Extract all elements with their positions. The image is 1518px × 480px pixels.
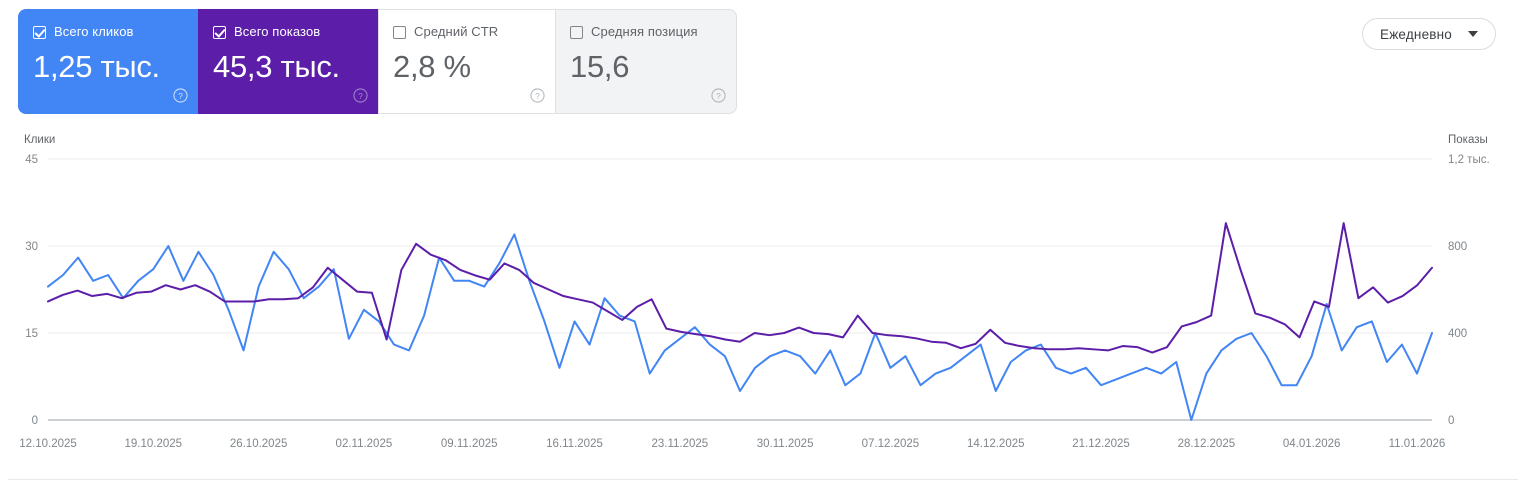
x-axis-date-label: 14.12.2025 <box>967 438 1025 450</box>
series-line-impressions <box>47 222 1433 354</box>
metric-card-header: Средний CTR <box>393 23 543 41</box>
metric-card-total-clicks[interactable]: Всего кликов 1,25 тыс. ? <box>18 9 198 114</box>
chevron-down-icon <box>1468 31 1479 37</box>
metric-value-average-ctr: 2,8 % <box>393 49 471 84</box>
svg-text:?: ? <box>178 91 183 101</box>
period-select-value: Ежедневно <box>1379 26 1453 42</box>
x-axis-date-label: 30.11.2025 <box>757 438 814 450</box>
metric-card-average-ctr[interactable]: Средний CTR 2,8 % ? <box>378 9 555 114</box>
metric-label-total-impressions: Всего показов <box>234 24 321 39</box>
period-select[interactable]: Ежедневно <box>1362 18 1496 50</box>
metric-card-header: Всего показов <box>213 23 366 41</box>
x-axis-date-label: 21.12.2025 <box>1072 438 1130 450</box>
x-axis-date-label: 07.12.2025 <box>862 438 920 450</box>
metric-label-total-clicks: Всего кликов <box>54 24 134 39</box>
metric-value-average-position: 15,6 <box>570 49 630 84</box>
left-axis-tick: 0 <box>32 415 38 427</box>
checkbox-average-ctr[interactable] <box>393 25 406 39</box>
svg-text:?: ? <box>716 91 721 101</box>
right-axis-tick: 1,2 тыс. <box>1448 154 1490 166</box>
metric-card-header: Средняя позиция <box>570 23 724 41</box>
metric-card-average-position[interactable]: Средняя позиция 15,6 ? <box>555 9 737 114</box>
x-axis-date-label: 28.12.2025 <box>1178 438 1236 450</box>
x-axis-date-label: 02.11.2025 <box>336 438 393 450</box>
left-axis-tick: 45 <box>25 154 38 166</box>
metric-value-total-impressions: 45,3 тыс. <box>213 49 340 84</box>
panel-left-edge <box>0 0 8 480</box>
svg-text:?: ? <box>535 91 540 101</box>
metric-card-header: Всего кликов <box>33 23 186 41</box>
x-axis-date-label: 23.11.2025 <box>651 438 708 450</box>
help-icon[interactable]: ? <box>173 88 188 103</box>
series-line-clicks <box>47 233 1433 421</box>
left-axis-tick: 30 <box>25 241 38 253</box>
checkbox-total-impressions[interactable] <box>213 25 226 39</box>
checkbox-average-position[interactable] <box>570 25 583 39</box>
right-axis-tick: 0 <box>1448 415 1454 427</box>
performance-chart-svg: Клики Показы 0 0 15 400 30 800 45 1,2 тыс. 12.10.2… <box>19 134 1490 450</box>
x-axis-date-label: 16.11.2025 <box>546 438 603 450</box>
left-axis-tick: 15 <box>25 328 38 340</box>
right-axis-tick: 400 <box>1448 328 1467 340</box>
x-axis-date-label: 26.10.2025 <box>230 438 288 450</box>
left-axis-title: Клики <box>24 134 55 146</box>
metric-value-total-clicks: 1,25 тыс. <box>33 49 160 84</box>
metric-card-total-impressions[interactable]: Всего показов 45,3 тыс. ? <box>198 9 378 114</box>
help-icon[interactable]: ? <box>353 88 368 103</box>
metric-cards-row: Всего кликов 1,25 тыс. ? Всего показов 4… <box>18 9 737 114</box>
x-axis-date-label: 11.01.2026 <box>1389 438 1446 450</box>
metric-label-average-position: Средняя позиция <box>591 24 698 39</box>
checkbox-total-clicks[interactable] <box>33 25 46 39</box>
metric-label-average-ctr: Средний CTR <box>414 24 499 39</box>
x-axis-date-label: 04.01.2026 <box>1283 438 1341 450</box>
x-axis-date-label: 19.10.2025 <box>125 438 183 450</box>
help-icon[interactable]: ? <box>711 88 726 103</box>
svg-text:?: ? <box>358 91 363 101</box>
performance-chart: Клики Показы 0 0 15 400 30 800 45 1,2 тыс. 12.10.2… <box>0 126 1518 466</box>
right-axis-tick: 800 <box>1448 241 1467 253</box>
right-axis-title: Показы <box>1448 134 1488 146</box>
x-axis-date-label: 09.11.2025 <box>441 438 498 450</box>
x-axis-date-label: 12.10.2025 <box>19 438 77 450</box>
help-icon[interactable]: ? <box>530 88 545 103</box>
